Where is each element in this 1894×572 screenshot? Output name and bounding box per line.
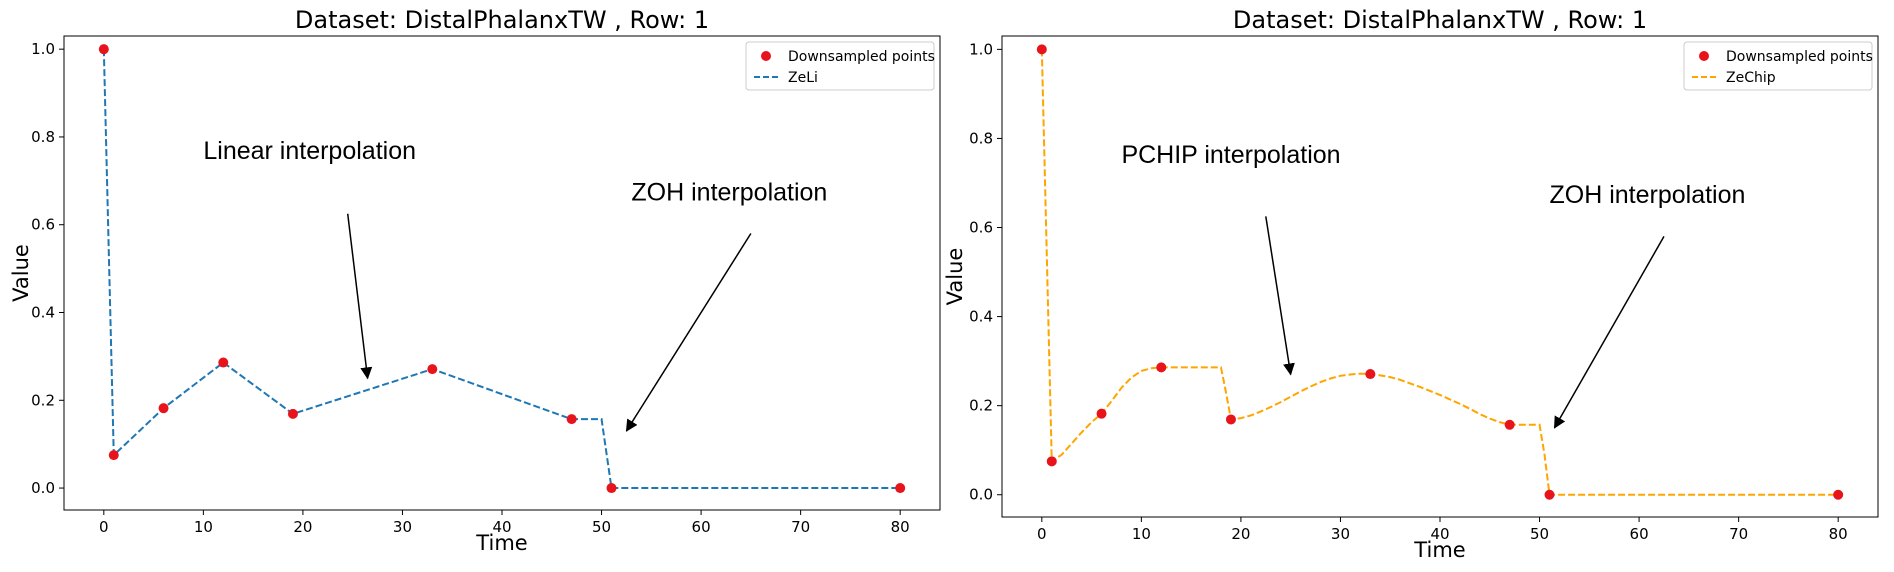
left-data-point bbox=[218, 357, 229, 368]
left-x-tick-label: 30 bbox=[393, 518, 412, 536]
left-data-point bbox=[895, 483, 906, 494]
left-annotation-1: Linear interpolation bbox=[203, 137, 416, 165]
right-y-tick-label: 0.8 bbox=[969, 129, 993, 147]
left-y-tick-label: 0.0 bbox=[31, 479, 55, 497]
left-data-point bbox=[427, 364, 438, 375]
right-x-tick-label: 80 bbox=[1829, 525, 1848, 543]
right-annotation-2: ZOH interpolation bbox=[1550, 181, 1746, 209]
right-x-tick-label: 10 bbox=[1132, 525, 1151, 543]
right-x-tick-label: 0 bbox=[1037, 525, 1047, 543]
left-x-tick-label: 40 bbox=[492, 518, 511, 536]
right-y-tick-label: 0.6 bbox=[969, 219, 993, 237]
right-x-axis-label: Time bbox=[1413, 538, 1465, 562]
left-x-tick-label: 50 bbox=[592, 518, 611, 536]
left-legend-label-series: ZeLi bbox=[788, 70, 818, 86]
right-data-point bbox=[1833, 489, 1844, 500]
right-y-tick-label: 1.0 bbox=[969, 40, 993, 58]
left-x-axis-label: Time bbox=[475, 531, 527, 555]
right-data-point bbox=[1365, 369, 1376, 380]
right-y-tick-label: 0.4 bbox=[969, 308, 993, 326]
left-annotation-arrow-1 bbox=[346, 213, 373, 380]
left-y-axis-label: Value bbox=[9, 244, 33, 302]
left-y-tick-label: 0.8 bbox=[31, 128, 55, 146]
left-annotation-2: ZOH interpolation bbox=[631, 179, 827, 207]
left-y-tick-label: 1.0 bbox=[31, 40, 55, 58]
left-legend-label-points: Downsampled points bbox=[788, 49, 935, 65]
left-data-point bbox=[606, 483, 617, 494]
right-data-point bbox=[1036, 44, 1047, 55]
right-x-tick-label: 30 bbox=[1331, 525, 1350, 543]
right-x-tick-label: 50 bbox=[1530, 525, 1549, 543]
left-x-tick-label: 0 bbox=[99, 518, 109, 536]
left-x-tick-label: 60 bbox=[692, 518, 711, 536]
left-y-tick-label: 0.2 bbox=[31, 391, 55, 409]
left-data-point bbox=[158, 403, 169, 414]
left-y-tick-label: 0.4 bbox=[31, 304, 55, 322]
right-x-tick-label: 20 bbox=[1231, 525, 1250, 543]
left-x-tick-label: 70 bbox=[791, 518, 810, 536]
right-data-point bbox=[1046, 456, 1057, 467]
left-plot-frame bbox=[63, 35, 941, 511]
left-y-tick-label: 0.6 bbox=[31, 216, 55, 234]
left-chart: Dataset: DistalPhalanxTW , Row: 1 0 10 20 30… bbox=[9, 6, 941, 555]
right-data-point bbox=[1156, 362, 1167, 373]
right-y-tick-label: 0.2 bbox=[969, 397, 993, 415]
left-x-tick-label: 80 bbox=[891, 518, 910, 536]
right-chart-title: Dataset: DistalPhalanxTW , Row: 1 bbox=[1233, 6, 1647, 34]
left-legend: Downsampled points ZeLi bbox=[745, 41, 935, 91]
left-x-tick-label: 10 bbox=[194, 518, 213, 536]
right-annotation-1: PCHIP interpolation bbox=[1121, 141, 1340, 169]
left-x-tick-label: 20 bbox=[293, 518, 312, 536]
left-series-line-zeli bbox=[102, 49, 901, 490]
right-data-point bbox=[1225, 414, 1236, 425]
left-legend-point-marker bbox=[761, 51, 771, 61]
right-data-point bbox=[1096, 408, 1107, 419]
right-x-tick-label: 60 bbox=[1630, 525, 1649, 543]
right-data-point bbox=[1544, 489, 1555, 500]
right-y-axis-label: Value bbox=[943, 248, 967, 306]
right-legend-label-points: Downsampled points bbox=[1726, 49, 1873, 65]
right-chart: Dataset: DistalPhalanxTW , Row: 1 0 10 20 30… bbox=[943, 6, 1879, 562]
right-series-line-zechip bbox=[1040, 49, 1839, 496]
right-legend-label-series: ZeChip bbox=[1726, 70, 1776, 86]
right-annotation-arrow-1 bbox=[1265, 216, 1295, 376]
right-x-tick-label: 40 bbox=[1430, 525, 1449, 543]
right-data-point bbox=[1504, 419, 1515, 430]
right-legend-box bbox=[1683, 41, 1873, 91]
right-x-tick-label: 70 bbox=[1729, 525, 1748, 543]
left-chart-title: Dataset: DistalPhalanxTW , Row: 1 bbox=[295, 6, 709, 34]
right-y-tick-label: 0.0 bbox=[969, 486, 993, 504]
left-data-point bbox=[287, 408, 298, 419]
right-legend-point-marker bbox=[1699, 51, 1709, 61]
right-plot-frame bbox=[1001, 35, 1879, 518]
right-annotation-arrow-2 bbox=[1553, 236, 1665, 429]
left-data-point bbox=[566, 414, 577, 425]
left-legend-box bbox=[745, 41, 935, 91]
left-data-point bbox=[98, 44, 109, 55]
left-data-point bbox=[108, 450, 119, 461]
left-annotation-arrow-2 bbox=[625, 233, 752, 432]
right-legend: Downsampled points ZeChip bbox=[1683, 41, 1873, 91]
